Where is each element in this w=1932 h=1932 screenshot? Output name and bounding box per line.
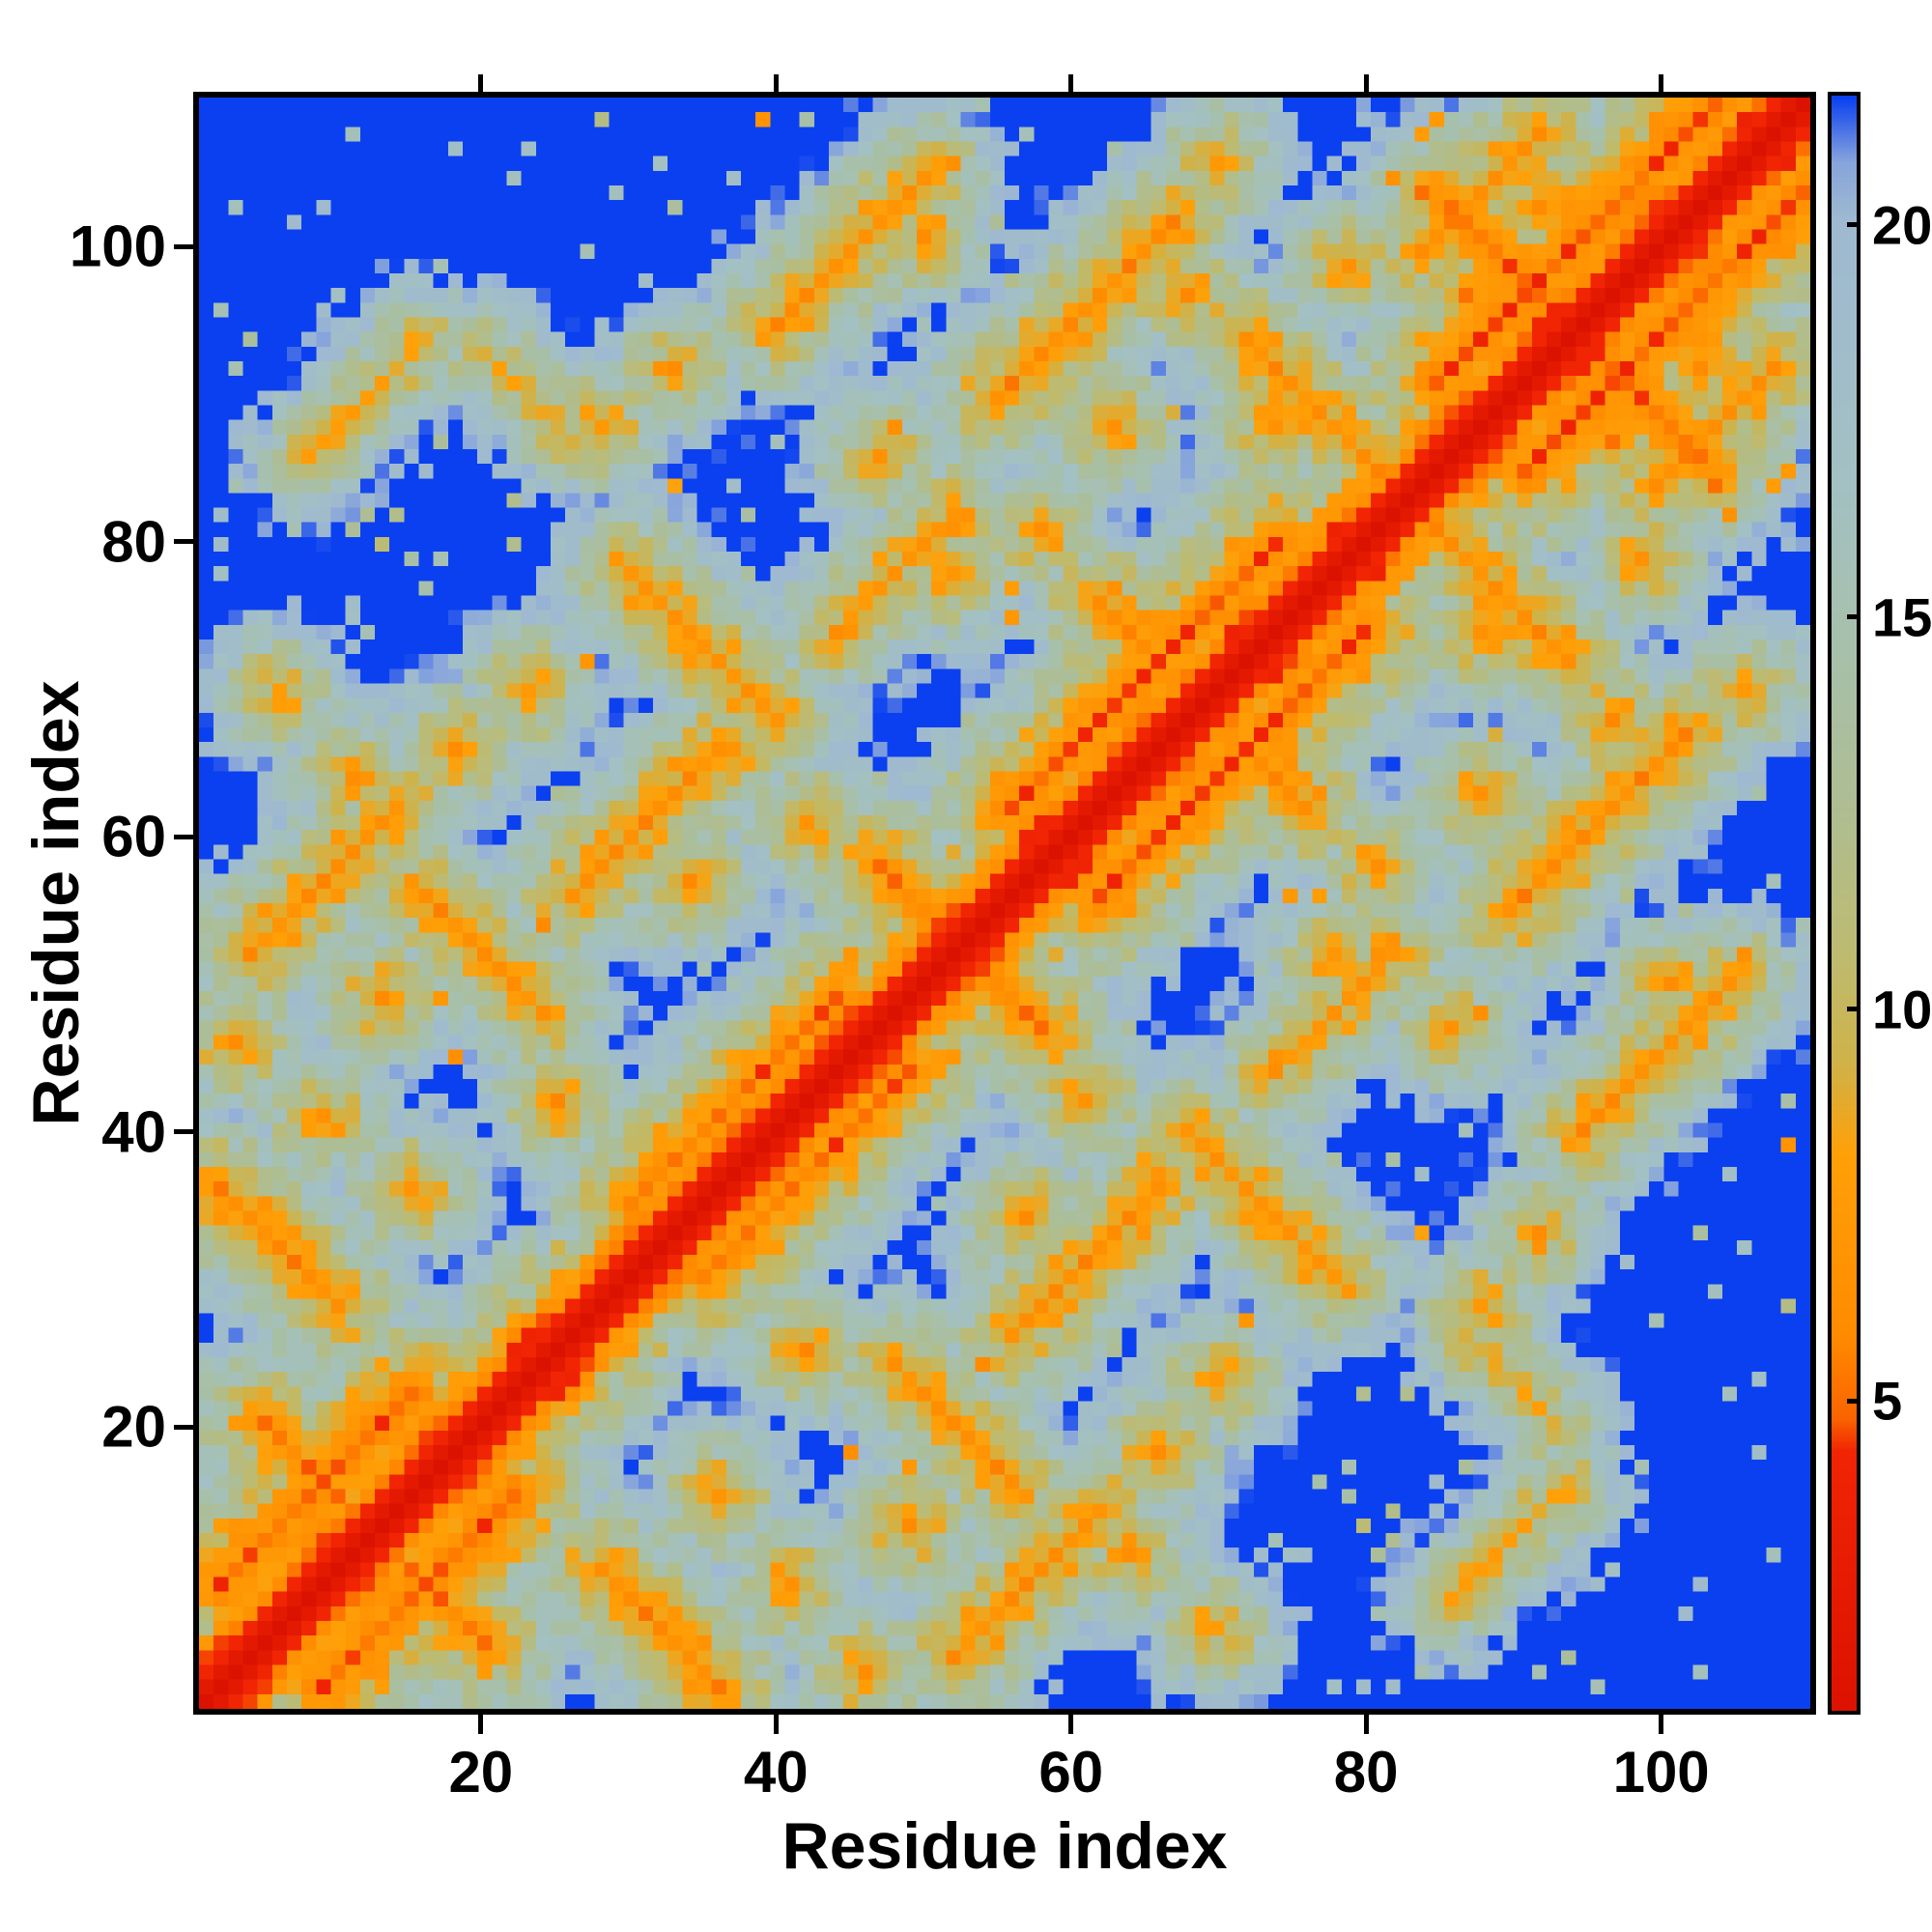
x-tick-mark-top: [1659, 74, 1664, 92]
x-tick-mark-top: [478, 74, 484, 92]
colorbar-tick-mark: [1847, 222, 1859, 228]
x-tick-mark: [1068, 1715, 1074, 1734]
colorbar-tick-label: 15: [1872, 586, 1932, 648]
colorbar-tick-mark: [1847, 1007, 1859, 1012]
colorbar-canvas: [1832, 96, 1857, 1711]
x-tick-mark: [773, 1715, 779, 1734]
x-tick-mark-top: [1363, 74, 1369, 92]
colorbar: [1828, 92, 1861, 1715]
y-axis-title: Residue index: [19, 680, 93, 1126]
y-tick-mark: [174, 243, 193, 249]
y-tick-mark: [174, 834, 193, 839]
y-tick-label: 20: [101, 1394, 166, 1460]
x-tick-label: 80: [1333, 1740, 1399, 1804]
y-tick-label: 100: [69, 213, 166, 279]
colorbar-tick-mark: [1847, 1398, 1859, 1404]
x-tick-mark: [478, 1715, 484, 1734]
x-tick-label: 60: [1038, 1740, 1104, 1804]
y-tick-mark: [174, 1424, 193, 1430]
x-axis-title: Residue index: [781, 1809, 1228, 1883]
heatmap-plot-area: [193, 92, 1816, 1715]
colorbar-tick-label: 5: [1872, 1370, 1903, 1432]
y-tick-label: 80: [101, 509, 166, 575]
y-tick-mark: [174, 539, 193, 545]
x-tick-label: 100: [1612, 1740, 1710, 1804]
colorbar-tick-label: 20: [1872, 194, 1932, 256]
y-tick-mark: [174, 1129, 193, 1135]
colorbar-tick-label: 10: [1872, 979, 1932, 1040]
x-tick-label: 20: [448, 1740, 514, 1804]
x-tick-mark: [1659, 1715, 1664, 1734]
x-tick-label: 40: [743, 1740, 809, 1804]
x-tick-mark-top: [1068, 74, 1074, 92]
y-tick-label: 60: [101, 804, 166, 869]
x-tick-mark: [1363, 1715, 1369, 1734]
y-tick-label: 40: [101, 1099, 166, 1165]
x-tick-mark-top: [773, 74, 779, 92]
colorbar-tick-mark: [1847, 614, 1859, 620]
heatmap-canvas: [199, 98, 1810, 1709]
